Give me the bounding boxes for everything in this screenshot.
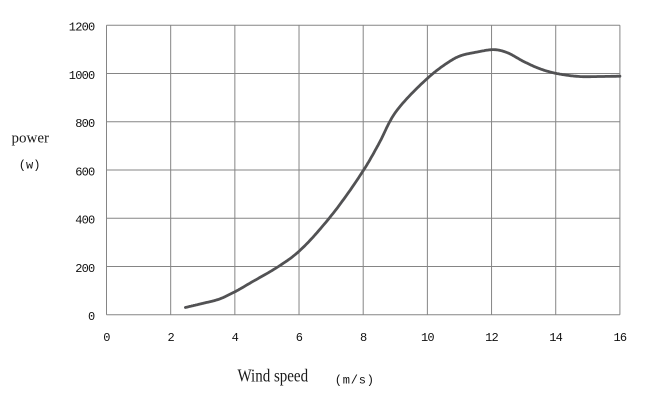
svg-text:(w): (w) [19, 159, 41, 173]
svg-text:600: 600 [75, 165, 95, 179]
svg-text:14: 14 [549, 331, 562, 345]
svg-text:0: 0 [103, 331, 110, 345]
svg-text:200: 200 [75, 262, 95, 276]
svg-text:6: 6 [296, 331, 303, 345]
svg-text:Wind speed: Wind speed [238, 367, 309, 386]
svg-text:1000: 1000 [69, 69, 95, 83]
svg-text:10: 10 [421, 331, 434, 345]
svg-text:(m/s): (m/s) [335, 374, 375, 388]
svg-text:800: 800 [75, 117, 95, 131]
svg-text:1200: 1200 [69, 21, 95, 35]
svg-text:12: 12 [485, 331, 498, 345]
svg-text:8: 8 [360, 331, 367, 345]
svg-text:400: 400 [75, 214, 95, 228]
svg-text:2: 2 [167, 331, 174, 345]
svg-text:0: 0 [88, 310, 95, 324]
svg-text:16: 16 [613, 331, 626, 345]
svg-text:4: 4 [232, 331, 239, 345]
svg-text:power: power [12, 130, 50, 146]
